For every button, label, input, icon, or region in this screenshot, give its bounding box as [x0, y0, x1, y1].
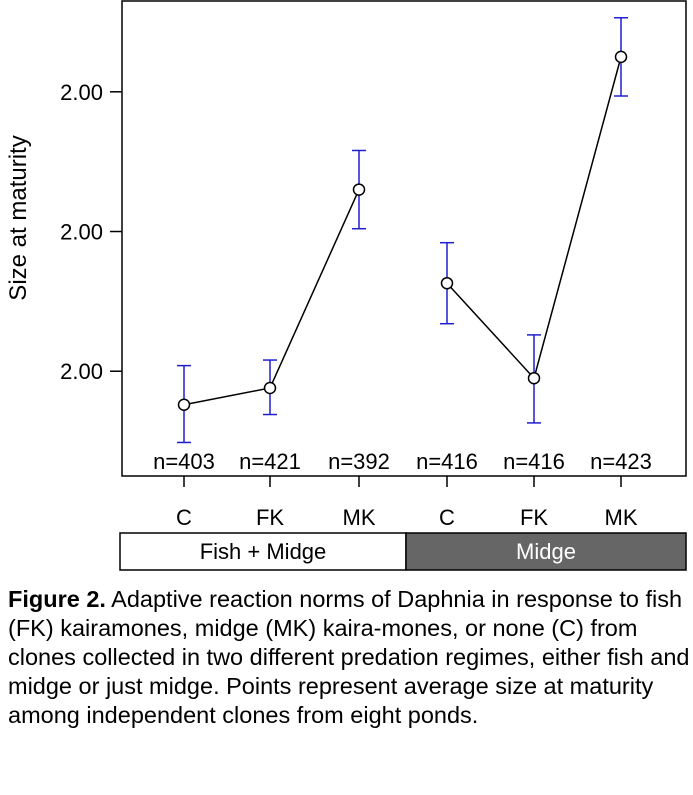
- x-axis: C FK MK C FK MK: [176, 476, 638, 530]
- data-point: [527, 371, 541, 385]
- x-tick-label: MK: [343, 505, 376, 530]
- sample-size-label: n=423: [590, 449, 652, 474]
- x-tick-label: MK: [605, 505, 638, 530]
- x-tick-label: C: [176, 505, 192, 530]
- y-axis-label: Size at maturity: [5, 135, 32, 300]
- plot-frame: [121, 0, 687, 477]
- y-tick-label: 2.00: [60, 80, 103, 105]
- y-axis: 2.00 2.00 2.00: [60, 80, 122, 384]
- series-line: [446, 56, 622, 380]
- data-point: [614, 50, 628, 64]
- series-line: [183, 189, 360, 406]
- sample-size-label: n=416: [503, 449, 565, 474]
- caption-label: Figure 2.: [8, 586, 106, 612]
- sample-size-label: n=392: [328, 449, 390, 474]
- y-tick-label: 2.00: [60, 220, 103, 245]
- sample-size-labels: n=403 n=421 n=392 n=416 n=416 n=423: [153, 449, 652, 474]
- group-label: Midge: [516, 539, 576, 564]
- sample-size-label: n=403: [153, 449, 215, 474]
- group-box: [405, 532, 687, 571]
- data-point: [440, 276, 454, 290]
- x-tick-label: FK: [520, 505, 548, 530]
- y-tick-label: 2.00: [60, 359, 103, 384]
- group-label: Fish + Midge: [200, 539, 327, 564]
- data-point: [352, 183, 366, 196]
- sample-size-label: n=421: [239, 449, 301, 474]
- caption-text: Adaptive reaction norms of Daphnia in re…: [8, 586, 690, 728]
- data-point: [263, 381, 277, 395]
- reaction-norm-chart: 2.00 2.00 2.00 Size at maturity n=403 n=421…: [5, 0, 687, 571]
- sample-size-label: n=416: [416, 449, 478, 474]
- data-marks: [177, 17, 628, 444]
- group-bar: Fish + Midge Midge: [119, 532, 687, 571]
- x-tick-label: FK: [256, 505, 284, 530]
- figure-caption: Figure 2. Adaptive reaction norms of Dap…: [8, 585, 690, 730]
- data-point: [177, 398, 191, 411]
- x-tick-label: C: [439, 505, 455, 530]
